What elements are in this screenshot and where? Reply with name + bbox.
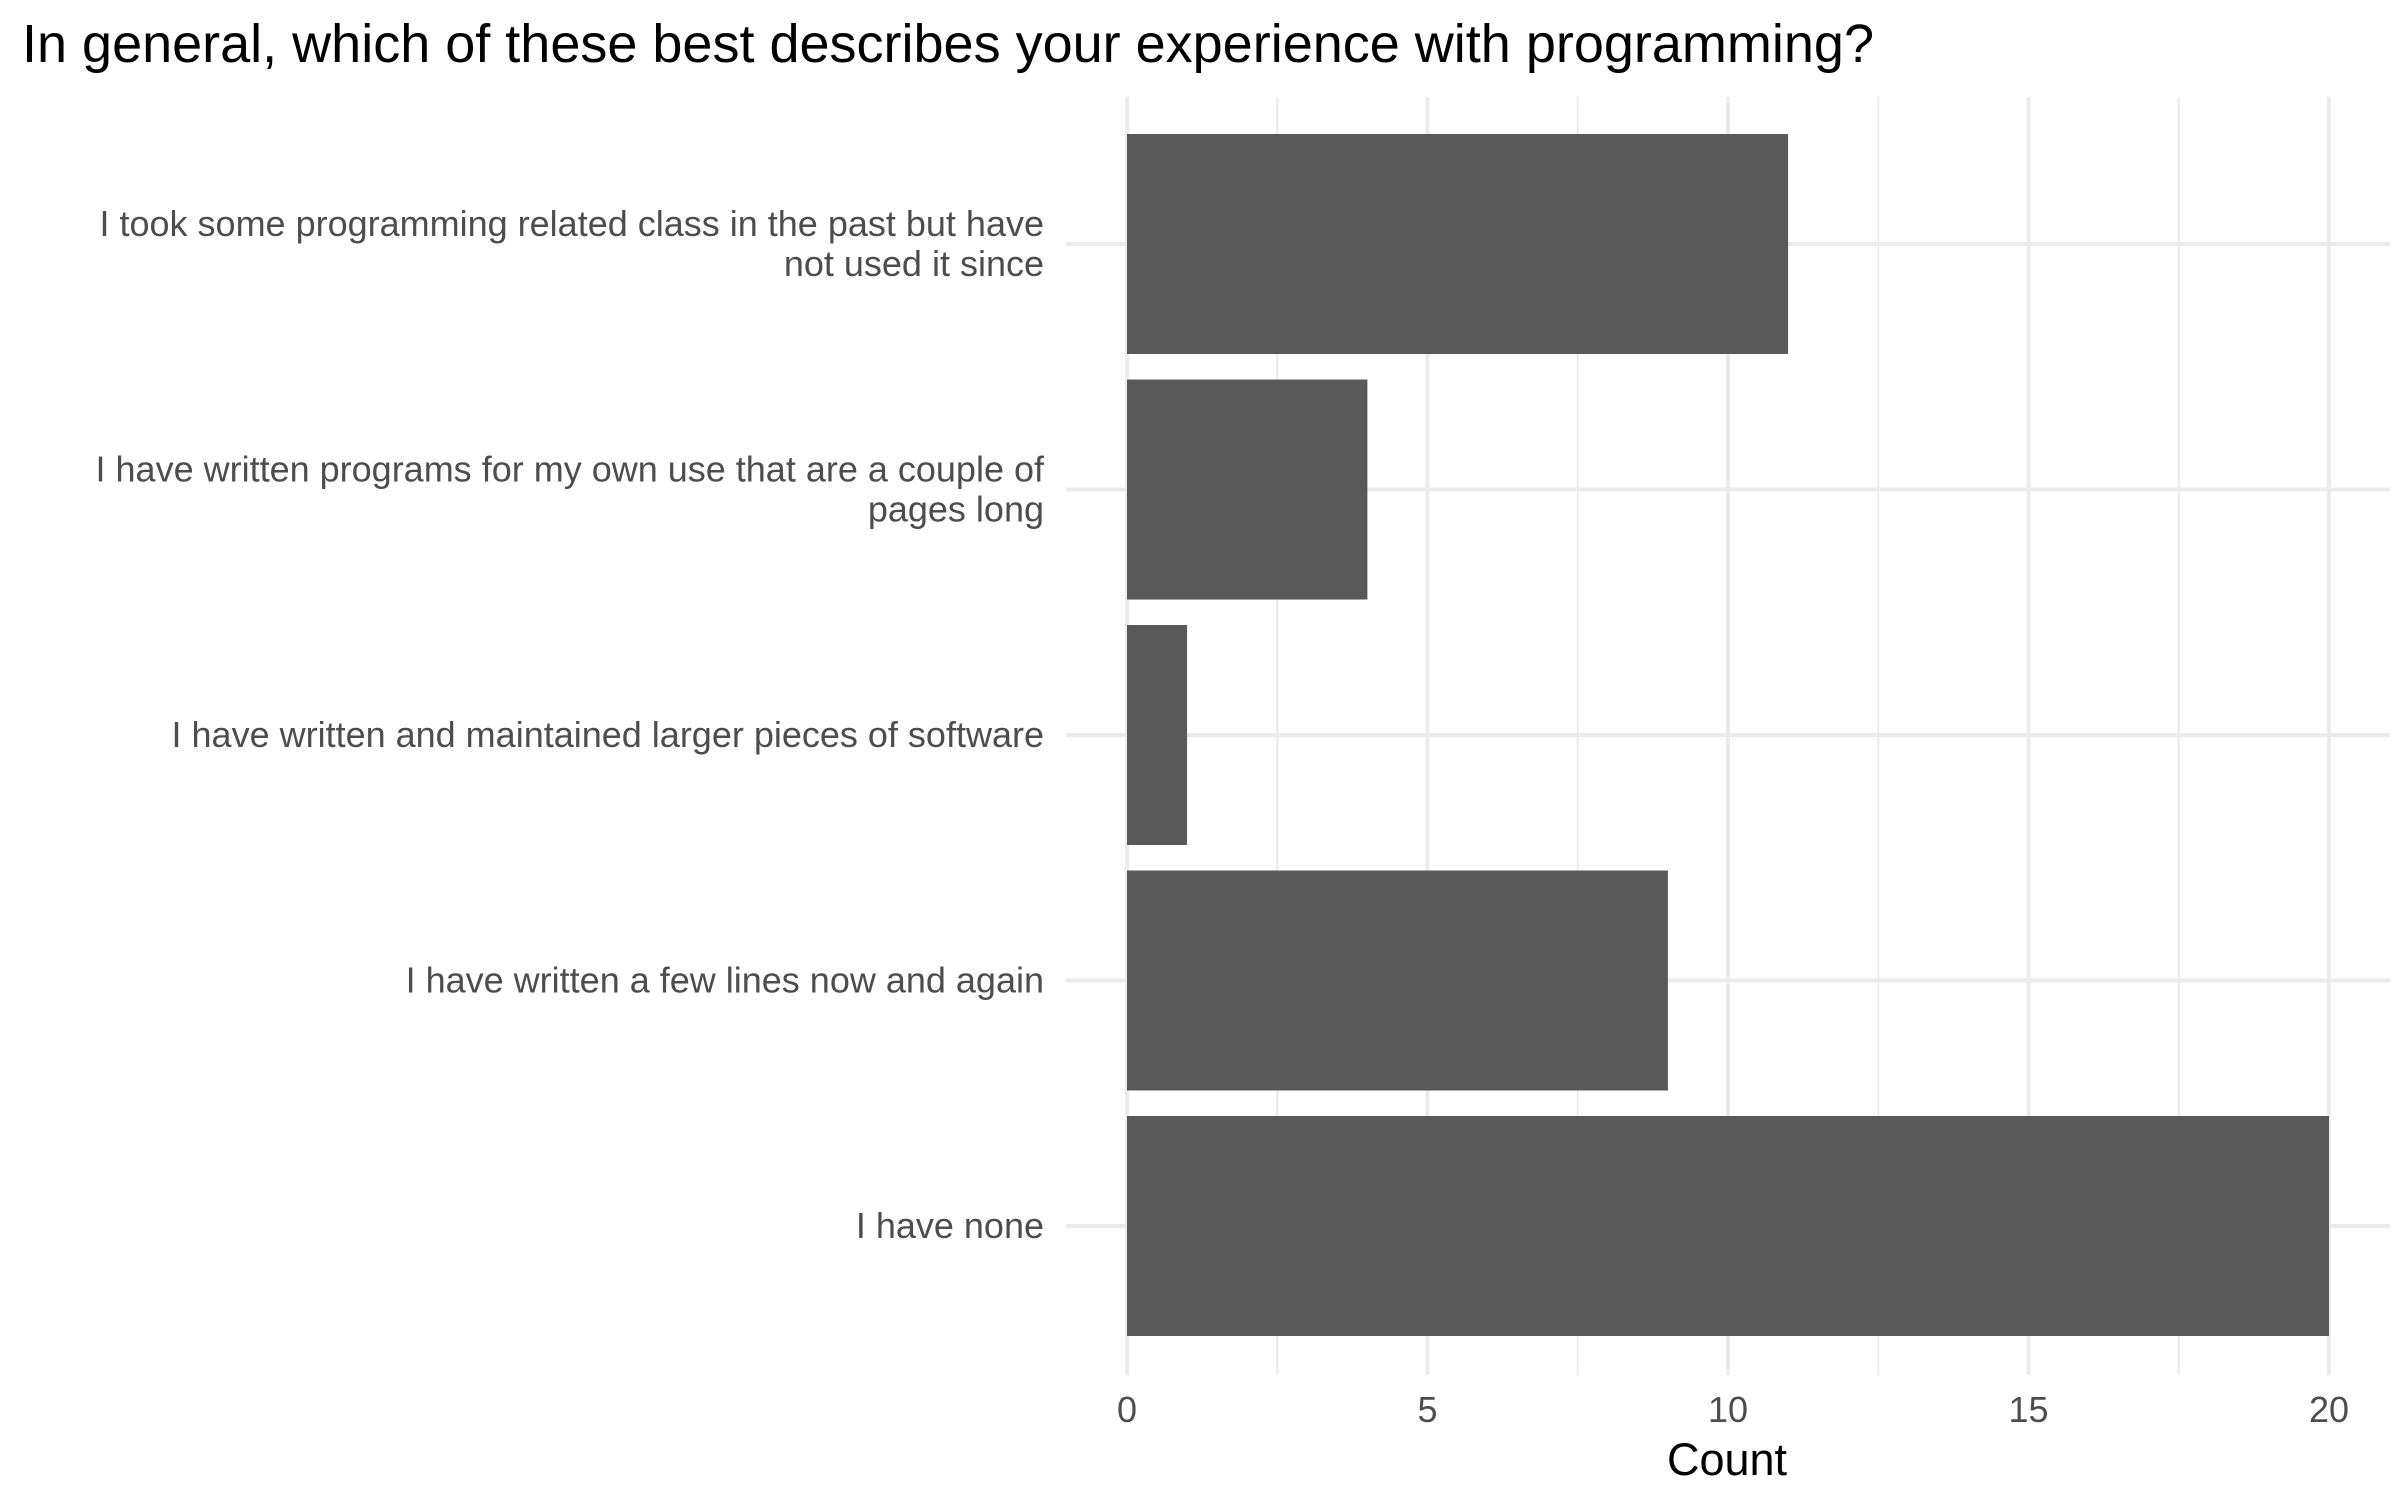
x-tick-label: 15	[2008, 1389, 2048, 1430]
category-label: I have none	[856, 1205, 1044, 1246]
x-tick-label: 5	[1417, 1389, 1437, 1430]
category-label: I have written a few lines now and again	[406, 960, 1044, 1001]
x-tick-label: 10	[1708, 1389, 1748, 1430]
bar	[1127, 625, 1188, 845]
bars	[1127, 134, 2329, 1336]
category-label: I took some programming related class in…	[100, 203, 1045, 284]
category-label: I have written and maintained larger pie…	[172, 714, 1044, 755]
x-tick-label: 20	[2309, 1389, 2349, 1430]
x-tick-label: 0	[1117, 1389, 1137, 1430]
category-label: I have written programs for my own use t…	[96, 449, 1045, 530]
bar	[1127, 379, 1368, 600]
chart-title: In general, which of these best describe…	[22, 14, 1874, 74]
x-tick-labels: 0 5 10 15 20	[1117, 1389, 2349, 1430]
bar	[1127, 1116, 2329, 1336]
bar	[1127, 134, 1789, 354]
category-labels: I took some programming related class in…	[96, 203, 1045, 1246]
x-axis-title: Count	[1667, 1434, 1788, 1485]
bar	[1127, 870, 1668, 1091]
